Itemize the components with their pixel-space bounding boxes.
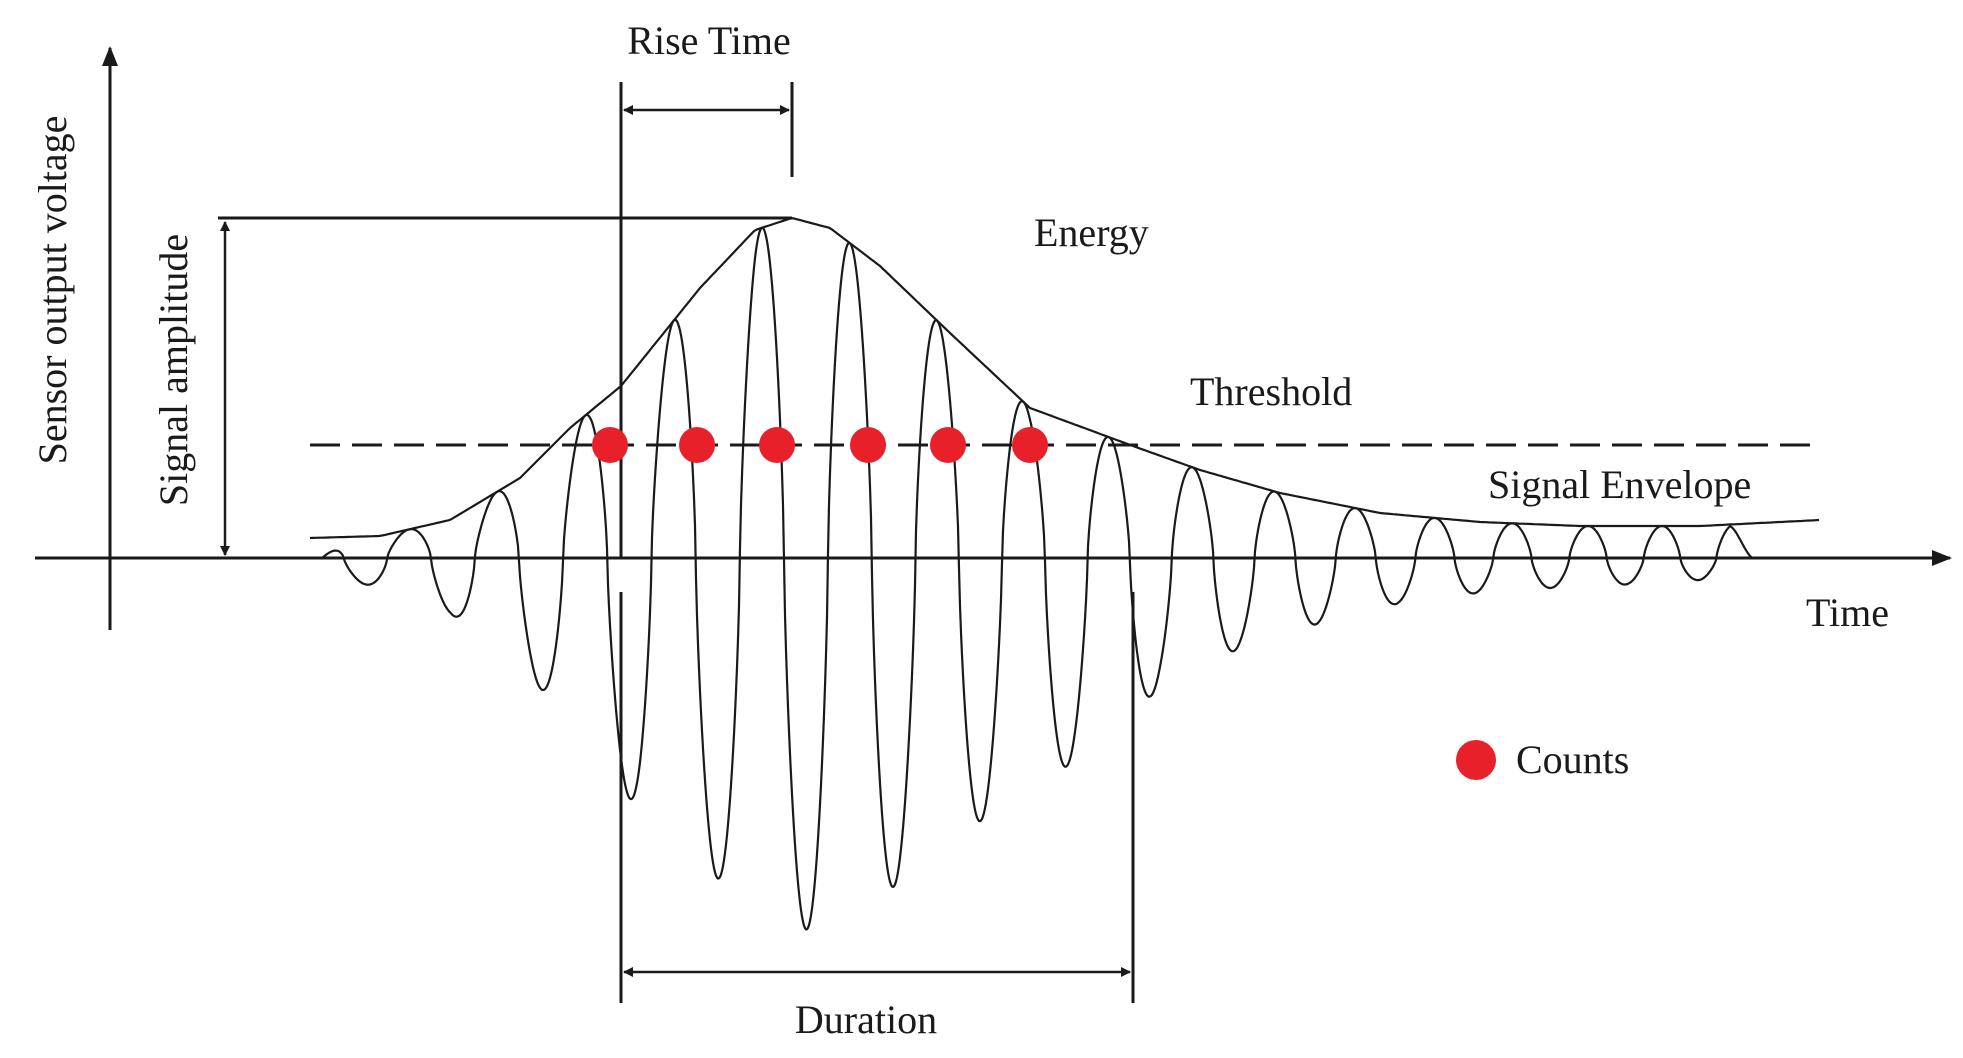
rise-time-label: Rise Time — [627, 18, 790, 63]
count-markers — [592, 427, 1048, 463]
y-axis-label: Sensor output voltage — [30, 116, 75, 465]
signal-envelope-curve — [309, 217, 1820, 540]
count-marker — [1012, 427, 1048, 463]
count-marker — [930, 427, 966, 463]
counts-legend-marker — [1456, 740, 1496, 780]
count-marker — [679, 427, 715, 463]
count-marker — [759, 427, 795, 463]
signal-waveform — [321, 226, 1756, 931]
threshold-label: Threshold — [1190, 369, 1352, 414]
duration-label: Duration — [795, 997, 937, 1042]
count-marker — [850, 427, 886, 463]
x-axis-label: Time — [1806, 590, 1889, 635]
signal-amplitude-label: Signal amplitude — [151, 234, 196, 506]
count-marker — [592, 427, 628, 463]
counts-legend-label: Counts — [1516, 737, 1629, 782]
signal-envelope-label: Signal Envelope — [1488, 462, 1751, 507]
energy-label: Energy — [1034, 210, 1149, 255]
